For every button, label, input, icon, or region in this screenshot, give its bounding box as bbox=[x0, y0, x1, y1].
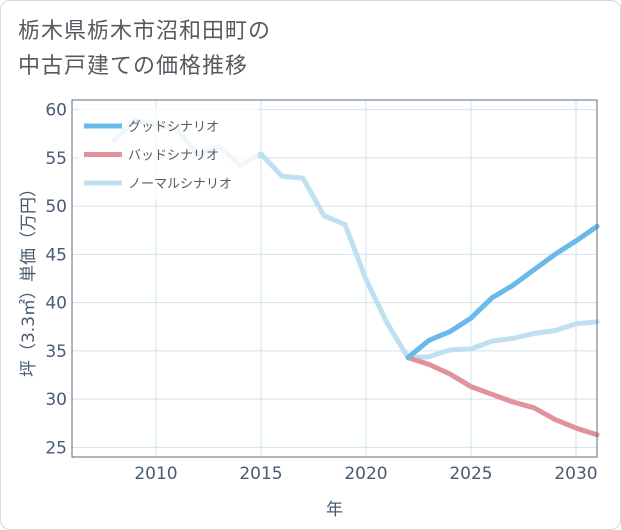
grid bbox=[72, 100, 597, 457]
x-tick-label: 2010 bbox=[134, 464, 177, 484]
y-tick-label: 55 bbox=[45, 149, 67, 169]
title-line-2: 中古戸建ての価格推移 bbox=[18, 54, 249, 79]
x-tick-label: 2015 bbox=[239, 464, 282, 484]
chart-title: 栃木県栃木市沼和田町の 中古戸建ての価格推移 bbox=[18, 14, 578, 84]
plot-border bbox=[71, 99, 598, 458]
series-line-1 bbox=[405, 355, 600, 438]
y-tick-label: 40 bbox=[45, 294, 67, 314]
legend-label-0: グッドシナリオ bbox=[128, 120, 219, 135]
legend-label-2: ノーマルシナリオ bbox=[128, 177, 232, 192]
y-tick-label: 50 bbox=[45, 197, 67, 217]
y-tick-label: 60 bbox=[45, 101, 67, 121]
series-line-0 bbox=[405, 223, 600, 361]
y-tick-label: 45 bbox=[45, 245, 67, 265]
tick-labels: 2010 2015 2020 2025 2030 25 30 35 40 45 50 55 60 bbox=[45, 101, 597, 484]
y-axis-title: 坪（3.3㎡）単価（万円） bbox=[19, 180, 39, 377]
title-line-1: 栃木県栃木市沼和田町の bbox=[18, 19, 272, 44]
y-tick-label: 25 bbox=[45, 438, 67, 458]
y-tick-label: 30 bbox=[45, 390, 67, 410]
x-tick-label: 2030 bbox=[554, 464, 597, 484]
x-tick-label: 2025 bbox=[449, 464, 492, 484]
legend-label-1: バッドシナリオ bbox=[128, 149, 219, 164]
x-axis-title: 年 bbox=[326, 500, 343, 520]
x-tick-label: 2020 bbox=[344, 464, 387, 484]
y-tick-label: 35 bbox=[45, 342, 67, 362]
